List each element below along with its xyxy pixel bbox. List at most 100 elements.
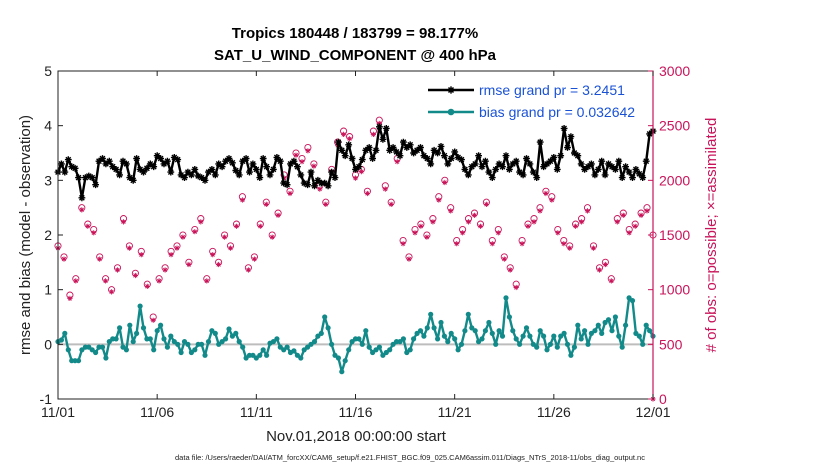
- rmse-point: [246, 168, 253, 176]
- rmse-point: [632, 166, 640, 173]
- obs-assimilated-point: [436, 197, 442, 203]
- bias-point: [137, 303, 143, 309]
- bias-point: [356, 336, 362, 342]
- bias-point: [407, 347, 413, 353]
- bias-point: [438, 319, 444, 326]
- rmse-point: [400, 138, 407, 146]
- rmse-point: [99, 155, 106, 162]
- chart-title-line2: SAT_U_WIND_COMPONENT @ 400 hPa: [214, 47, 497, 64]
- rmse-point: [205, 168, 212, 176]
- rmse-point: [403, 144, 411, 151]
- rmse-point: [588, 160, 595, 168]
- rmse-point: [553, 166, 561, 173]
- bias-point: [544, 347, 550, 353]
- rmse-point: [591, 171, 599, 179]
- y2-tick-label: 2000: [659, 172, 690, 188]
- obs-assimilated-point: [388, 201, 394, 207]
- bias-point: [199, 341, 205, 347]
- obs-assimilated-point: [222, 234, 228, 240]
- bias-point: [629, 298, 636, 304]
- obs-assimilated-point: [132, 272, 138, 279]
- obs-assimilated-point: [543, 190, 549, 197]
- obs-assimilated-point: [507, 267, 513, 273]
- bias-point: [619, 344, 625, 350]
- rmse-point: [471, 160, 479, 168]
- rmse-point: [109, 163, 117, 171]
- rmse-point: [177, 171, 185, 179]
- rmse-point: [536, 138, 544, 146]
- obs-assimilated-point: [477, 223, 484, 229]
- rmse-point: [311, 182, 318, 190]
- bias-point: [452, 336, 458, 342]
- obs-assimilated-point: [638, 212, 644, 218]
- rmse-point: [324, 182, 332, 190]
- obs-assimilated-point: [168, 252, 174, 258]
- bias-point: [103, 355, 109, 361]
- bias-point: [445, 339, 451, 345]
- rmse-point: [331, 174, 339, 181]
- obs-assimilated-point: [602, 261, 608, 268]
- rmse-point: [581, 166, 588, 173]
- obs-assimilated-point: [370, 131, 376, 137]
- rmse-point: [270, 166, 277, 173]
- chart-title-line1: Tropics 180448 / 183799 = 98.177%: [232, 25, 478, 42]
- obs-assimilated-series: [55, 120, 656, 402]
- legend: rmse grand pr = 3.2451 bias grand pr = 0…: [422, 78, 646, 124]
- rmse-point: [437, 143, 445, 150]
- y2-tick-label: 3000: [659, 63, 690, 79]
- rmse-point: [352, 166, 359, 173]
- rmse-point: [557, 152, 565, 160]
- rmse-point: [119, 157, 127, 165]
- rmse-point: [126, 174, 134, 181]
- bias-point: [164, 344, 170, 350]
- rmse-point: [71, 164, 79, 172]
- rmse-point: [420, 152, 428, 160]
- bias-point: [588, 330, 595, 336]
- bias-point: [178, 349, 184, 356]
- obs-assimilated-point: [305, 148, 311, 154]
- obs-assimilated-point: [460, 230, 466, 236]
- bias-point: [537, 328, 543, 334]
- rmse-point: [427, 160, 435, 168]
- bias-point: [486, 319, 492, 326]
- obs-assimilated-point: [442, 179, 448, 186]
- obs-assimilated-point: [567, 245, 573, 251]
- legend-bias-label: bias grand pr = 0.032642: [479, 104, 635, 120]
- rmse-point: [211, 171, 219, 179]
- bias-point: [455, 347, 461, 353]
- rmse-point: [140, 168, 147, 176]
- rmse-point: [478, 163, 486, 171]
- bias-point: [175, 341, 181, 347]
- obs-assimilated-point: [454, 241, 460, 247]
- obs-assimilated-point: [465, 219, 472, 225]
- obs-assimilated-point: [91, 230, 97, 236]
- rmse-point: [194, 172, 202, 180]
- rmse-point: [413, 146, 421, 154]
- rmse-point: [618, 174, 626, 181]
- y-axis-label: rmse and bias (model - observation): [17, 115, 34, 355]
- rmse-point: [417, 144, 424, 151]
- obs-assimilated-point: [608, 278, 614, 284]
- bias-point: [578, 336, 584, 342]
- rmse-point: [509, 160, 517, 168]
- rmse-point: [362, 146, 370, 154]
- rmse-point: [543, 160, 551, 168]
- y2-tick-label: 0: [659, 391, 667, 407]
- rmse-point: [225, 155, 233, 162]
- x-axis-label: Nov.01,2018 00:00:00 start: [266, 428, 447, 445]
- y-ticks: -1 0 1 2 3 4 5: [40, 63, 63, 407]
- bias-point: [260, 347, 266, 353]
- bias-point: [134, 330, 140, 336]
- rmse-point: [112, 166, 120, 173]
- bias-point: [93, 349, 99, 356]
- obs-assimilated-point: [67, 295, 73, 301]
- rmse-point: [464, 171, 472, 179]
- bias-point: [564, 341, 571, 347]
- bias-point: [219, 339, 225, 345]
- rmse-point: [571, 149, 578, 157]
- obs-assimilated-point: [323, 201, 329, 207]
- rmse-point: [482, 157, 489, 165]
- bias-point: [609, 328, 615, 334]
- rmse-point: [188, 171, 195, 179]
- bias-point: [571, 344, 578, 350]
